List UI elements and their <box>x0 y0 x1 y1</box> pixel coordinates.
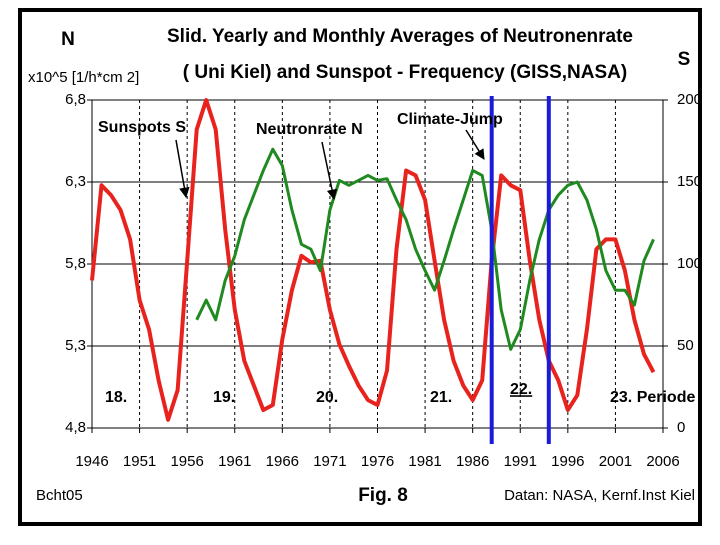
x-tick-label: 1976 <box>361 453 394 470</box>
y2-tick-label: 100 <box>677 255 702 272</box>
x-tick-label: 2001 <box>599 453 632 470</box>
cycle-label: 22. <box>510 381 532 398</box>
figure-label: Fig. 8 <box>358 485 408 506</box>
annotation: Sunspots S <box>98 119 186 136</box>
y2-tick-label: 150 <box>677 173 702 190</box>
arrow <box>175 139 190 199</box>
y2-tick-label: 0 <box>677 419 685 436</box>
y-tick-label: 5,3 <box>65 337 86 354</box>
left-note: Bcht05 <box>36 487 83 504</box>
cycle-label: 19. <box>213 389 235 406</box>
y-tick-label: 6,8 <box>65 91 86 108</box>
data-line <box>90 98 656 422</box>
arrow <box>465 129 485 160</box>
x-tick-label: 1986 <box>456 453 489 470</box>
x-tick-label: 1981 <box>408 453 441 470</box>
cycle-label: 18. <box>105 389 127 406</box>
arrow <box>321 141 338 201</box>
y2-tick-label: 200 <box>677 91 702 108</box>
chart-title: Slid. Yearly and Monthly Averages of Neu… <box>167 26 633 47</box>
x-tick-label: 1971 <box>313 453 346 470</box>
annotation: Neutronrate N <box>256 121 363 138</box>
y2-tick-label: 50 <box>677 337 694 354</box>
annotation: Climate-Jump <box>397 111 503 128</box>
cycle-label: 21. <box>430 389 452 406</box>
x-tick-label: 1996 <box>551 453 584 470</box>
x-tick-label: 1991 <box>504 453 537 470</box>
source-note: Datan: NASA, Kernf.Inst Kiel <box>504 487 695 504</box>
y-tick-label: 6,3 <box>65 173 86 190</box>
cycle-label: 23. Periode <box>610 389 695 406</box>
cycle-label: 20. <box>316 389 338 406</box>
y-tick-label: 4,8 <box>65 419 86 436</box>
y-axis-label: N <box>61 29 75 50</box>
chart-subtitle: ( Uni Kiel) and Sunspot - Frequency (GIS… <box>183 62 627 83</box>
x-tick-label: 1946 <box>75 453 108 470</box>
x-tick-label: 1966 <box>266 453 299 470</box>
y2-axis-label: S <box>678 49 691 70</box>
x-tick-label: 1951 <box>123 453 156 470</box>
x-tick-label: 2006 <box>646 453 679 470</box>
x-tick-label: 1961 <box>218 453 251 470</box>
y-tick-label: 5,8 <box>65 255 86 272</box>
data-line <box>195 147 655 351</box>
plot-area: 4,8 5,3 5,8 6,3 6,8 0 50 100 150 200 1946 1951 1956 1… <box>65 91 702 470</box>
x-tick-label: 1956 <box>170 453 203 470</box>
y-axis-unit: x10^5 [1/h*cm 2] <box>28 69 139 86</box>
